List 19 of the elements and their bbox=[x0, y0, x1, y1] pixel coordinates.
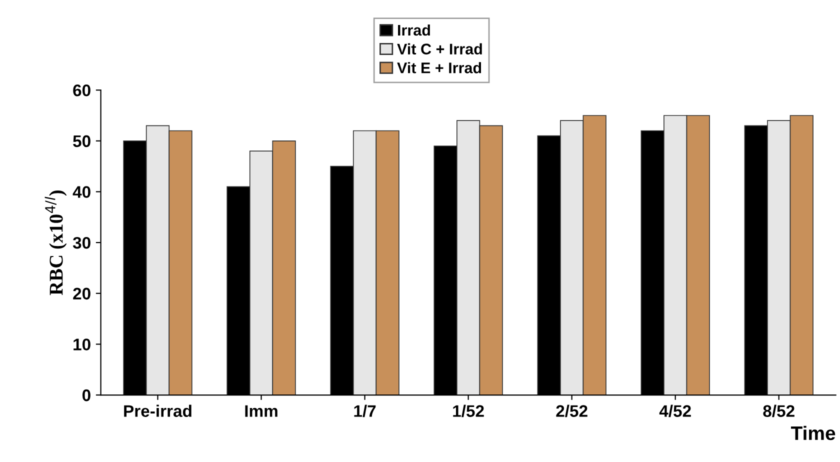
x-tick-label: 4/52 bbox=[659, 404, 691, 418]
legend-label: Irrad bbox=[398, 24, 430, 36]
x-tick-label: 2/52 bbox=[556, 404, 588, 418]
y-tick-label: 30 bbox=[72, 236, 90, 249]
x-tick-label: Pre-irrad bbox=[124, 404, 192, 417]
x-tick-label: 8/52 bbox=[763, 404, 794, 418]
y-tick-label: 20 bbox=[73, 288, 90, 300]
x-tick-label: Imm bbox=[245, 405, 278, 417]
y-axis-title: RBC (x10$^{4/l}$) bbox=[44, 190, 67, 296]
y-tick-label: 60 bbox=[73, 84, 90, 96]
x-tick-label: 1/52 bbox=[453, 404, 484, 418]
y-tick-label: 50 bbox=[73, 135, 90, 148]
x-axis-title: Time bbox=[790, 426, 836, 440]
x-tick-label: 1/7 bbox=[354, 404, 376, 418]
legend-label: Vit E + Irrad bbox=[397, 62, 482, 74]
legend-label: Vit C + Irrad bbox=[397, 43, 482, 54]
y-tick-label: 10 bbox=[74, 338, 90, 350]
y-tick-label: 40 bbox=[72, 186, 90, 198]
y-tick-label: 0 bbox=[82, 389, 90, 402]
